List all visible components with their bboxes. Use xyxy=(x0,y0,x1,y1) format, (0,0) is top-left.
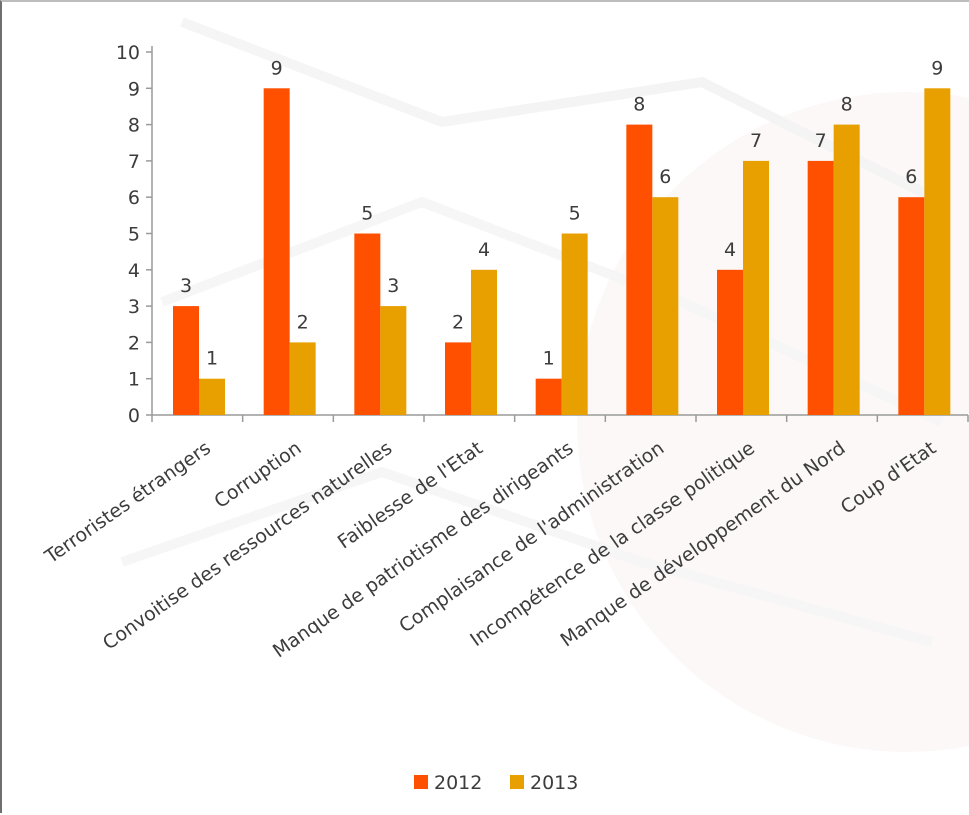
bar-2013-0 xyxy=(199,378,225,415)
bar-2012-3 xyxy=(445,342,471,415)
data-label-2013-6: 7 xyxy=(750,130,762,152)
y-tick-label: 6 xyxy=(128,187,140,209)
bars xyxy=(173,88,951,416)
bar-2013-6 xyxy=(743,160,769,415)
bar-2013-5 xyxy=(652,197,679,415)
data-label-2013-8: 9 xyxy=(931,57,943,79)
data-label-2013-2: 3 xyxy=(387,275,399,297)
data-label-2013-0: 1 xyxy=(206,348,218,370)
bar-2013-1 xyxy=(289,342,316,415)
category-label-0: Terroristes étrangers xyxy=(40,437,215,568)
y-tick-label: 2 xyxy=(128,332,140,354)
y-tick-label: 9 xyxy=(128,78,140,100)
bar-2013-4 xyxy=(561,233,588,415)
y-tick-label: 8 xyxy=(128,115,140,137)
data-label-2012-4: 1 xyxy=(543,348,555,370)
legend: 2012 2013 xyxy=(414,772,578,794)
bar-2012-0 xyxy=(173,306,199,415)
bar-2013-7 xyxy=(833,124,860,415)
bar-2013-3 xyxy=(471,269,497,415)
y-tick-label: 4 xyxy=(128,260,140,282)
bar-2012-5 xyxy=(626,124,653,415)
legend-label-2012: 2012 xyxy=(434,772,482,794)
y-tick-label: 3 xyxy=(128,296,140,318)
data-label-2013-5: 6 xyxy=(659,166,671,188)
bar-2012-8 xyxy=(898,197,925,415)
data-label-2012-2: 5 xyxy=(361,203,373,225)
data-label-2013-3: 4 xyxy=(478,239,490,261)
bar-2013-8 xyxy=(924,88,951,416)
data-label-2012-1: 9 xyxy=(271,57,283,79)
data-label-2012-8: 6 xyxy=(905,166,917,188)
data-label-2012-6: 4 xyxy=(724,239,736,261)
y-tick-label: 10 xyxy=(116,42,140,64)
bar-2012-6 xyxy=(717,269,743,415)
data-label-2013-4: 5 xyxy=(569,203,581,225)
data-label-2012-3: 2 xyxy=(452,311,464,333)
bar-2012-4 xyxy=(535,378,562,415)
bar-2012-1 xyxy=(263,88,290,416)
legend-swatch-2013 xyxy=(510,775,524,789)
legend-label-2013: 2013 xyxy=(530,772,578,794)
y-tick-label: 1 xyxy=(128,369,140,391)
y-tick-label: 5 xyxy=(128,224,140,246)
data-label-2012-5: 8 xyxy=(633,94,645,116)
data-label-2012-0: 3 xyxy=(180,275,192,297)
data-label-2012-7: 7 xyxy=(815,130,827,152)
y-tick-label: 0 xyxy=(128,405,140,427)
bar-2012-2 xyxy=(354,233,381,415)
y-tick-label: 7 xyxy=(128,151,140,173)
data-label-2013-7: 8 xyxy=(841,94,853,116)
legend-swatch-2012 xyxy=(414,775,428,789)
bar-2013-2 xyxy=(380,306,407,415)
data-label-2013-1: 2 xyxy=(297,311,309,333)
bar-2012-7 xyxy=(807,160,834,415)
